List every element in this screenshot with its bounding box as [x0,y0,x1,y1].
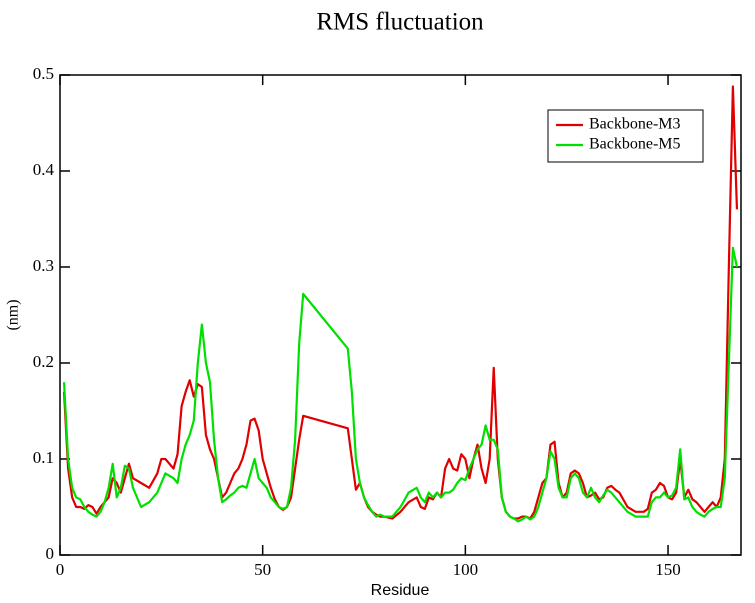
series-line [62,246,739,523]
y-tick-label: 0.5 [33,64,54,83]
legend-label: Backbone-M3 [589,116,681,133]
chart-title: RMS fluctuation [316,9,484,36]
legend-box [547,109,704,163]
x-tick-label: 50 [254,560,271,579]
x-tick-label: 100 [453,560,479,579]
x-tick-label: 150 [655,560,681,579]
y-axis-label: (nm) [5,299,22,330]
y-tick-label: 0 [46,544,55,563]
y-tick-label: 0.3 [33,256,54,275]
plot-frame [59,74,742,556]
y-tick-label: 0.4 [33,160,55,179]
legend-label: Backbone-M5 [589,136,681,153]
y-tick-label: 0.2 [33,352,54,371]
series-line [62,85,739,520]
x-tick-label: 0 [56,560,65,579]
y-tick-label: 0.1 [33,448,54,467]
x-axis-label: Residue [371,582,430,599]
